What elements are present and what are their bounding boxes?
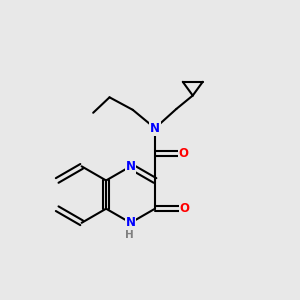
Text: N: N: [125, 160, 136, 173]
Text: O: O: [179, 147, 189, 160]
Text: H: H: [125, 230, 134, 240]
Text: O: O: [180, 202, 190, 215]
Text: N: N: [125, 216, 136, 229]
Text: N: N: [150, 122, 160, 135]
